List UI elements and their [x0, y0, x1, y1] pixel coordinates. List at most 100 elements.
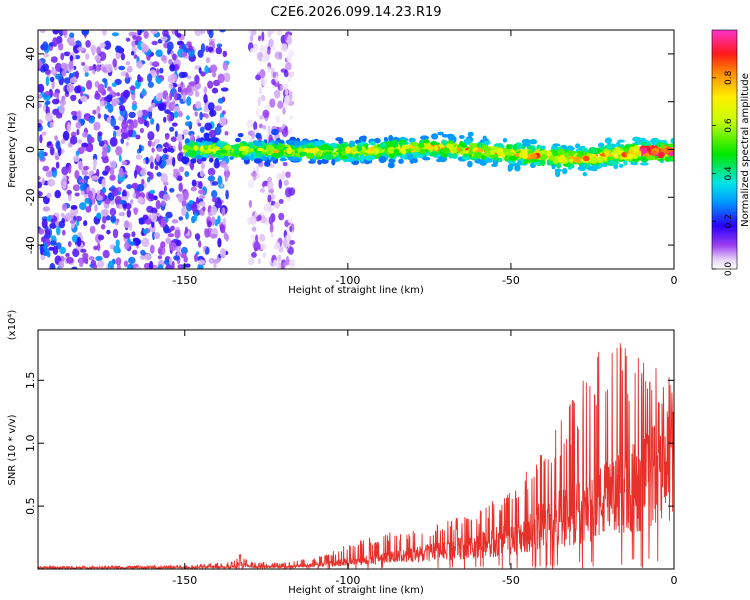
heatmap-cell [556, 162, 562, 169]
heatmap-cell [211, 190, 218, 199]
heatmap-cell [198, 181, 203, 189]
heatmap-cell [79, 202, 87, 211]
heatmap-cell [103, 146, 109, 151]
heatmap-cell [668, 151, 674, 157]
heatmap-cell [581, 147, 589, 153]
heatmap-cell [207, 80, 214, 89]
heatmap-cell [75, 70, 79, 80]
heatmap-cell [41, 63, 49, 72]
heatmap-cell [194, 30, 202, 37]
heatmap-cell [49, 121, 54, 128]
heatmap-cell [71, 266, 78, 269]
heatmap-cell [82, 165, 90, 171]
heatmap-cell [154, 165, 159, 170]
heatmap-cell [219, 248, 226, 258]
heatmap-cell [115, 45, 122, 52]
heatmap-cell [51, 98, 60, 105]
heatmap-cell [55, 73, 63, 80]
heatmap-cell [207, 175, 216, 182]
heatmap-cell [251, 130, 255, 139]
heatmap-cell [540, 154, 548, 161]
heatmap-cell [553, 159, 559, 164]
heatmap-cell [374, 148, 379, 153]
heatmap-cell [97, 260, 105, 269]
heatmap-cell [190, 158, 197, 164]
colorbar-ticks: 0.0 0.2 0.4 0.6 0.8 [712, 70, 734, 276]
heatmap-cell [378, 155, 387, 164]
heatmap-cell [225, 189, 229, 200]
heatmap-cell [74, 169, 80, 180]
heatmap-cell [473, 151, 482, 159]
heatmap-cell [159, 67, 164, 74]
heatmap-cell [69, 32, 75, 39]
heatmap-cell [176, 133, 183, 143]
heatmap-cell [81, 62, 86, 66]
heatmap-cell [38, 94, 42, 100]
heatmap-cell [92, 109, 97, 115]
heatmap-cell [285, 61, 292, 71]
heatmap-cell [410, 141, 419, 147]
heatmap-cell [200, 157, 207, 162]
heatmap-cell [317, 159, 323, 165]
heatmap-cell [123, 260, 129, 267]
heatmap-cell [166, 41, 174, 51]
heatmap-cell [285, 171, 291, 178]
heatmap-cell [38, 149, 45, 160]
heatmap-cell [85, 40, 91, 48]
heatmap-cell [106, 215, 111, 221]
heatmap-cell [331, 158, 336, 166]
heatmap-cell [259, 215, 267, 224]
heatmap-cell [195, 149, 201, 156]
heatmap-cell [387, 140, 394, 148]
heatmap-cell [199, 194, 206, 200]
heatmap-cell [81, 142, 89, 148]
heatmap-cell [116, 92, 121, 97]
colorbar-gradient [711, 29, 738, 270]
heatmap-cell [106, 229, 111, 235]
heatmap-cell [162, 193, 171, 201]
heatmap-cell [150, 30, 158, 35]
heatmap-cell [136, 60, 143, 69]
heatmap-cell [131, 40, 136, 47]
heatmap-cell [164, 134, 170, 141]
heatmap-cell [115, 257, 122, 266]
heatmap-cell [45, 112, 53, 122]
heatmap-cell [143, 30, 149, 39]
heatmap-cell [55, 112, 63, 119]
heatmap-cell [123, 132, 129, 139]
heatmap-cell [283, 69, 289, 78]
heatmap-cell [42, 41, 49, 51]
heatmap-cell [388, 134, 394, 142]
heatmap-cell [200, 145, 204, 152]
heatmap-cell [47, 170, 54, 176]
heatmap-cell [46, 141, 51, 146]
heatmap-cell [148, 106, 153, 112]
heatmap-cell [246, 119, 254, 129]
heatmap-cell [211, 87, 219, 94]
heatmap-cell [277, 254, 282, 262]
heatmap-cell [530, 153, 538, 160]
heatmap-cell [419, 148, 426, 155]
heatmap-cell [51, 167, 56, 172]
heatmap-cell [133, 54, 138, 59]
heatmap-cell [330, 142, 337, 148]
heatmap-cell [261, 76, 267, 87]
heatmap-cell [237, 133, 244, 138]
heatmap-cell [180, 52, 188, 57]
heatmap-cell [521, 143, 530, 147]
heatmap-cell [42, 165, 50, 172]
heatmap-cell [140, 249, 146, 256]
heatmap-cell [286, 55, 293, 62]
heatmap-cell [208, 129, 217, 139]
heatmap-cell [135, 165, 142, 172]
heatmap-cell [126, 209, 131, 218]
heatmap-cell [173, 91, 178, 101]
heatmap-cell [184, 226, 188, 234]
heatmap-cell [110, 117, 117, 127]
heatmap-cell [433, 145, 439, 151]
heatmap-cell [137, 196, 144, 204]
heatmap-cell [66, 83, 75, 93]
heatmap-cell [614, 161, 619, 166]
heatmap-cell [195, 101, 202, 110]
heatmap-cell [200, 161, 205, 170]
